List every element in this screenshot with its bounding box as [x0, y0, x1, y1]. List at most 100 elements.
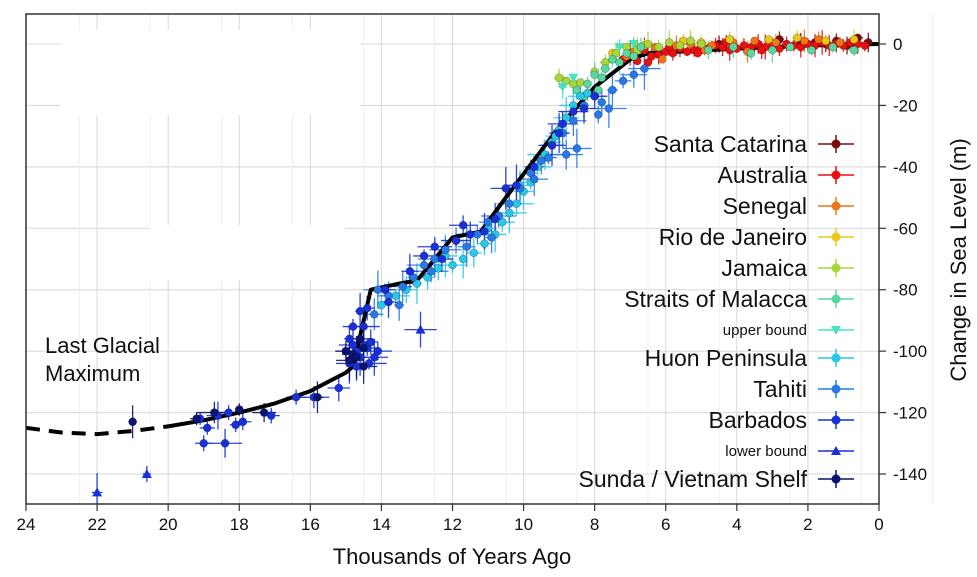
legend-marker — [831, 474, 841, 484]
data-point — [686, 36, 695, 46]
data-point — [654, 42, 663, 52]
data-point — [366, 337, 376, 347]
data-point — [814, 35, 823, 44]
data-point — [682, 47, 692, 56]
legend-label: Tahiti — [753, 376, 807, 402]
data-point — [480, 239, 489, 248]
data-point — [380, 285, 390, 295]
legend-label: Australia — [718, 162, 808, 188]
y-tick-label: -20 — [893, 96, 918, 115]
data-point — [792, 33, 802, 43]
data-point — [210, 408, 219, 417]
data-point — [618, 76, 628, 86]
data-point — [860, 41, 870, 50]
data-point — [362, 303, 372, 313]
data-point — [569, 107, 578, 116]
x-tick-label: 4 — [732, 515, 741, 534]
data-point — [497, 217, 507, 227]
data-point — [355, 334, 365, 344]
data-point — [597, 98, 607, 107]
legend-marker — [831, 294, 841, 304]
y-tick-label: -120 — [893, 404, 927, 423]
data-point — [643, 58, 653, 67]
x-tick-label: 18 — [230, 515, 249, 534]
x-tick-label: 8 — [590, 515, 599, 534]
legend-entry: Huon Peninsula — [645, 345, 854, 371]
data-point — [192, 414, 201, 424]
data-point — [128, 417, 137, 427]
data-point — [480, 227, 489, 236]
data-point — [529, 174, 539, 184]
data-point — [352, 362, 361, 371]
legend: Santa Catarina Australia Senegal Rio de Jan… — [579, 131, 854, 492]
data-point — [430, 242, 440, 252]
data-point — [601, 64, 610, 73]
legend-marker — [831, 446, 841, 455]
data-point — [462, 242, 472, 252]
y-tick-label: -60 — [893, 219, 918, 238]
data-point — [352, 352, 361, 362]
data-point — [544, 153, 553, 162]
data-point — [547, 141, 557, 150]
data-point — [608, 85, 617, 95]
legend-label: Straits of Malacca — [624, 286, 807, 312]
data-point-triangle-up — [415, 324, 426, 334]
data-point — [608, 55, 617, 64]
data-point — [373, 285, 383, 295]
data-point — [583, 79, 592, 89]
data-point — [359, 343, 368, 353]
data-point — [313, 392, 322, 402]
data-point — [665, 38, 674, 47]
legend-marker — [831, 415, 841, 425]
data-point — [728, 42, 738, 52]
data-point — [558, 119, 567, 129]
data-point — [405, 266, 415, 276]
legend-label: Jamaica — [721, 255, 807, 281]
data-point — [579, 104, 589, 113]
data-point — [593, 85, 603, 95]
legend-entry: Tahiti — [753, 376, 854, 402]
data-point — [757, 45, 767, 55]
data-point — [561, 113, 571, 123]
data-point — [771, 38, 781, 47]
legend-label: Rio de Janeiro — [659, 224, 807, 250]
data-point — [636, 42, 646, 52]
data-point — [849, 35, 859, 44]
x-tick-label: 22 — [88, 515, 107, 534]
data-point — [334, 383, 344, 393]
data-point — [590, 70, 599, 80]
legend-entry: Sunda / Vietnam Shelf — [579, 466, 854, 492]
data-point — [370, 309, 379, 319]
data-point — [821, 36, 830, 46]
data-point — [348, 340, 358, 350]
data-point-triangle-up — [92, 487, 103, 497]
data-point — [345, 334, 354, 344]
data-point — [629, 51, 639, 61]
legend-entry: Australia — [718, 162, 854, 188]
data-point — [398, 282, 408, 291]
data-point — [764, 35, 774, 44]
data-point — [238, 417, 248, 427]
data-point — [796, 42, 806, 52]
data-point — [451, 236, 461, 245]
data-point — [412, 279, 422, 288]
y-tick-label: -40 — [893, 158, 918, 177]
data-point — [849, 45, 859, 55]
data-point — [391, 291, 400, 301]
data-point — [604, 104, 614, 113]
x-tick-label: 14 — [372, 515, 391, 534]
data-point — [835, 38, 845, 47]
data-point — [458, 254, 468, 264]
data-point — [537, 156, 546, 166]
data-point — [487, 233, 496, 242]
data-point — [409, 273, 418, 282]
legend-entry: Jamaica — [721, 255, 854, 281]
data-point — [696, 39, 706, 49]
trend-line-dashed — [26, 424, 169, 437]
data-point — [622, 48, 631, 58]
data-point — [512, 199, 521, 209]
data-point-triangle-up — [141, 469, 152, 478]
data-point — [234, 405, 244, 414]
data-point — [561, 150, 571, 159]
